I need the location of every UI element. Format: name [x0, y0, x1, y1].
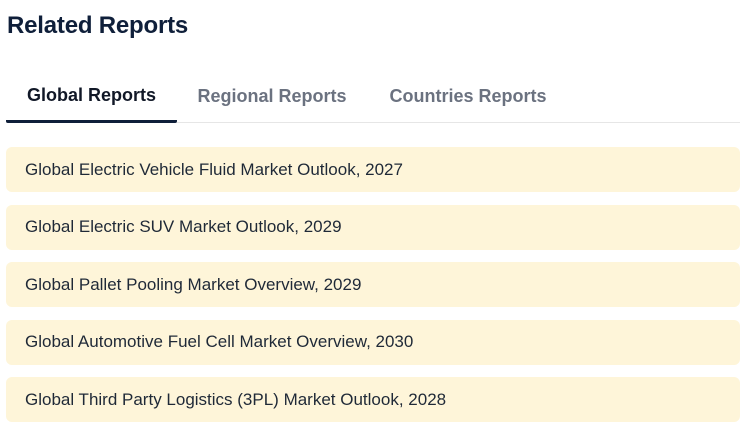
- report-link[interactable]: Global Pallet Pooling Market Overview, 2…: [6, 262, 740, 307]
- tab-regional-reports[interactable]: Regional Reports: [197, 86, 347, 106]
- section-title: Related Reports: [7, 12, 189, 39]
- report-link[interactable]: Global Electric Vehicle Fluid Market Out…: [6, 147, 740, 192]
- report-link[interactable]: Global Third Party Logistics (3PL) Marke…: [6, 377, 740, 422]
- reports-list: Global Electric Vehicle Fluid Market Out…: [6, 147, 740, 430]
- tab-global-reports[interactable]: Global Reports: [6, 70, 177, 123]
- report-link[interactable]: Global Automotive Fuel Cell Market Overv…: [6, 319, 740, 365]
- tab-countries-reports[interactable]: Countries Reports: [389, 86, 547, 106]
- report-link[interactable]: Global Electric SUV Market Outlook, 2029: [6, 204, 740, 250]
- report-tabs: Global Reports Regional Reports Countrie…: [6, 70, 740, 123]
